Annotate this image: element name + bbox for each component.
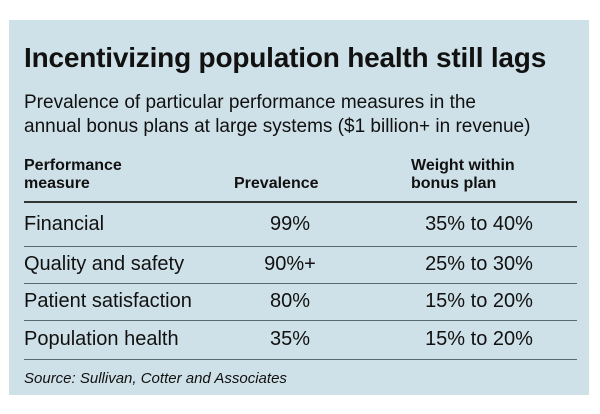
cell-prevalence: 35%: [269, 328, 311, 350]
cell-measure: Population health: [24, 328, 179, 350]
header-weight: Weight within bonus plan: [411, 157, 515, 193]
subtitle-line-1: Prevalence of particular performance mea…: [24, 92, 477, 113]
cell-prevalence: 80%: [269, 290, 311, 312]
header-measure-line-2: measure: [24, 175, 90, 192]
cell-weight: 25% to 30%: [425, 253, 533, 275]
row-divider: [24, 283, 577, 284]
infographic-panel: Incentivizing population health still la…: [9, 20, 589, 395]
cell-measure: Patient satisfaction: [24, 290, 192, 312]
header-prevalence: Prevalence: [234, 175, 319, 192]
cell-weight: 15% to 20%: [425, 328, 533, 350]
row-divider: [24, 246, 577, 247]
row-divider: [24, 320, 577, 321]
header-weight-line-1: Weight within: [411, 157, 515, 174]
chart-title: Incentivizing population health still la…: [24, 42, 547, 73]
cell-weight: 15% to 20%: [425, 290, 533, 312]
header-measure-line-1: Performance: [24, 157, 122, 174]
cell-weight: 35% to 40%: [425, 213, 533, 235]
chart-subtitle: Prevalence of particular performance mea…: [24, 91, 584, 139]
row-divider: [24, 359, 577, 360]
subtitle-line-2: annual bonus plans at large systems ($1 …: [24, 116, 531, 137]
cell-measure: Quality and safety: [24, 253, 185, 275]
cell-prevalence: 90%+: [264, 253, 316, 275]
source-note: Source: Sullivan, Cotter and Associates: [24, 370, 287, 387]
header-weight-line-2: bonus plan: [411, 175, 497, 192]
cell-measure: Financial: [24, 213, 105, 235]
header-performance-measure: Performance measure: [24, 157, 122, 193]
cell-prevalence: 99%: [269, 213, 311, 235]
header-divider: [24, 201, 577, 203]
